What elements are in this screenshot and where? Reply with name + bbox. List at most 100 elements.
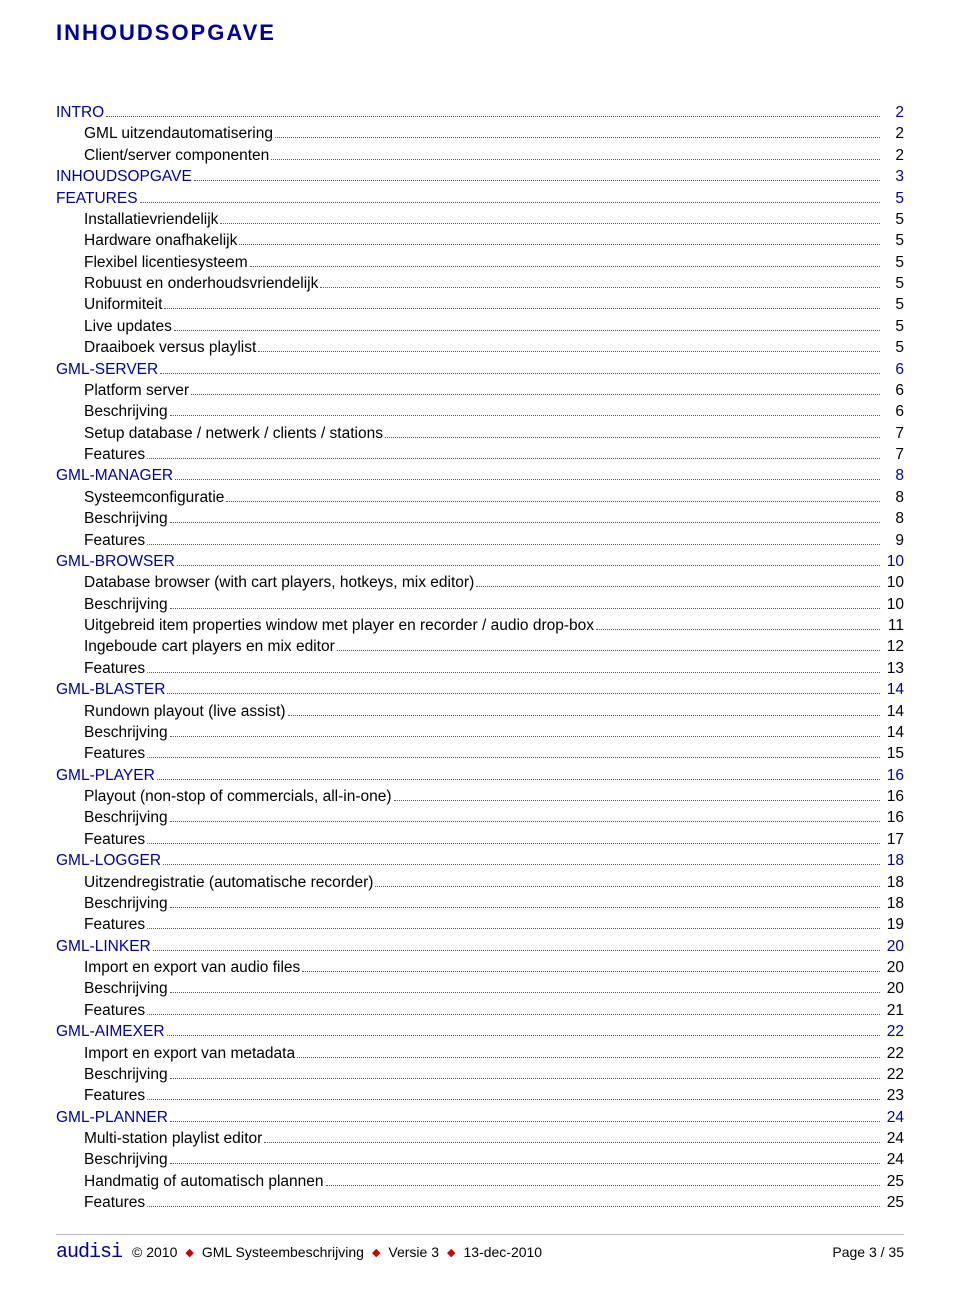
page-title: INHOUDSOPGAVE xyxy=(56,20,904,46)
toc-label: Rundown playout (live assist) xyxy=(84,701,286,722)
toc-entry[interactable]: Robuust en onderhoudsvriendelijk5 xyxy=(56,273,904,294)
toc-entry[interactable]: Features23 xyxy=(56,1085,904,1106)
toc-label: Live updates xyxy=(84,316,172,337)
toc-entry[interactable]: Beschrijving 18 xyxy=(56,893,904,914)
toc-entry[interactable]: GML uitzendautomatisering2 xyxy=(56,123,904,144)
toc-leader-dots xyxy=(157,769,880,780)
toc-entry[interactable]: Installatievriendelijk5 xyxy=(56,209,904,230)
toc-label: Draaiboek versus playlist xyxy=(84,337,256,358)
toc-entry[interactable]: GML-SERVER 6 xyxy=(56,359,904,380)
toc-entry[interactable]: Beschrijving24 xyxy=(56,1149,904,1170)
toc-entry[interactable]: Beschrijving20 xyxy=(56,978,904,999)
toc-leader-dots xyxy=(271,149,880,160)
toc-entry[interactable]: Beschrijving14 xyxy=(56,722,904,743)
toc-leader-dots xyxy=(140,192,880,203)
toc-page: 5 xyxy=(882,252,904,273)
toc-entry[interactable]: Handmatig of automatisch plannen25 xyxy=(56,1171,904,1192)
toc-leader-dots xyxy=(170,512,880,523)
toc-leader-dots xyxy=(174,320,880,331)
toc-entry[interactable]: Features17 xyxy=(56,829,904,850)
toc-entry[interactable]: Flexibel licentiesysteem 5 xyxy=(56,252,904,273)
toc-label: Features xyxy=(84,658,145,679)
toc-label: Beschrijving xyxy=(84,807,168,828)
toc-entry[interactable]: Features15 xyxy=(56,743,904,764)
toc-entry[interactable]: Features9 xyxy=(56,530,904,551)
toc-label: Database browser (with cart players, hot… xyxy=(84,572,474,593)
toc-entry[interactable]: GML-AIMEXER22 xyxy=(56,1021,904,1042)
toc-entry[interactable]: Live updates5 xyxy=(56,316,904,337)
toc-leader-dots xyxy=(147,747,880,758)
toc-entry[interactable]: Uitgebreid item properties window met pl… xyxy=(56,615,904,636)
toc-entry[interactable]: GML-PLANNER 24 xyxy=(56,1107,904,1128)
toc-label: GML-PLANNER xyxy=(56,1107,168,1128)
toc-label: GML-SERVER xyxy=(56,359,158,380)
toc-entry[interactable]: Playout (non-stop of commercials, all-in… xyxy=(56,786,904,807)
toc-page: 2 xyxy=(882,102,904,123)
toc-label: Features xyxy=(84,829,145,850)
toc-entry[interactable]: Setup database / netwerk / clients / sta… xyxy=(56,423,904,444)
toc-entry[interactable]: INTRO2 xyxy=(56,102,904,123)
toc-entry[interactable]: Features21 xyxy=(56,1000,904,1021)
toc-entry[interactable]: Import en export van audio files20 xyxy=(56,957,904,978)
toc-page: 5 xyxy=(882,209,904,230)
toc-page: 18 xyxy=(882,893,904,914)
toc-entry[interactable]: FEATURES5 xyxy=(56,188,904,209)
toc-page: 6 xyxy=(882,359,904,380)
toc-entry[interactable]: Platform server6 xyxy=(56,380,904,401)
toc-entry[interactable]: Draaiboek versus playlist5 xyxy=(56,337,904,358)
toc-entry[interactable]: Database browser (with cart players, hot… xyxy=(56,572,904,593)
toc-page: 3 xyxy=(882,166,904,187)
toc-entry[interactable]: Features25 xyxy=(56,1192,904,1213)
toc-page: 21 xyxy=(882,1000,904,1021)
toc-label: Features xyxy=(84,1192,145,1213)
toc-page: 6 xyxy=(882,380,904,401)
toc-label: Beschrijving xyxy=(84,893,168,914)
toc-entry[interactable]: GML-PLAYER16 xyxy=(56,765,904,786)
toc-entry[interactable]: Import en export van metadata22 xyxy=(56,1043,904,1064)
toc-page: 18 xyxy=(882,850,904,871)
toc-label: Flexibel licentiesysteem xyxy=(84,252,248,273)
toc-label: Playout (non-stop of commercials, all-in… xyxy=(84,786,392,807)
toc-page: 18 xyxy=(882,872,904,893)
toc-entry[interactable]: GML-MANAGER8 xyxy=(56,465,904,486)
toc-entry[interactable]: Beschrijving22 xyxy=(56,1064,904,1085)
toc-entry[interactable]: Rundown playout (live assist)14 xyxy=(56,701,904,722)
toc-leader-dots xyxy=(191,384,880,395)
toc-label: Features xyxy=(84,530,145,551)
toc-entry[interactable]: Features19 xyxy=(56,914,904,935)
toc-entry[interactable]: Uniformiteit5 xyxy=(56,294,904,315)
toc-page: 8 xyxy=(882,465,904,486)
toc-page: 6 xyxy=(882,401,904,422)
toc-entry[interactable]: Beschrijving8 xyxy=(56,508,904,529)
toc-page: 24 xyxy=(882,1128,904,1149)
toc-entry[interactable]: Beschrijving16 xyxy=(56,807,904,828)
toc-entry[interactable]: GML-LOGGER 18 xyxy=(56,850,904,871)
toc-entry[interactable]: Beschrijving10 xyxy=(56,594,904,615)
toc-entry[interactable]: Hardware onafhakelijk5 xyxy=(56,230,904,251)
toc-entry[interactable]: Uitzendregistratie (automatische recorde… xyxy=(56,872,904,893)
toc-entry[interactable]: Client/server componenten2 xyxy=(56,145,904,166)
toc-leader-dots xyxy=(147,1089,880,1100)
footer-date: 13-dec-2010 xyxy=(463,1244,542,1260)
toc-entry[interactable]: Multi-station playlist editor24 xyxy=(56,1128,904,1149)
toc-entry[interactable]: GML-BROWSER10 xyxy=(56,551,904,572)
toc-entry[interactable]: Features13 xyxy=(56,658,904,679)
toc-leader-dots xyxy=(170,983,880,994)
toc-label: Features xyxy=(84,743,145,764)
toc-leader-dots xyxy=(170,598,880,609)
toc-page: 14 xyxy=(882,722,904,743)
toc-entry[interactable]: Ingeboude cart players en mix editor12 xyxy=(56,636,904,657)
diamond-icon: ◆ xyxy=(370,1246,382,1259)
toc-label: Features xyxy=(84,914,145,935)
table-of-contents: INTRO2GML uitzendautomatisering2Client/s… xyxy=(56,102,904,1214)
toc-entry[interactable]: GML-LINKER20 xyxy=(56,936,904,957)
toc-leader-dots xyxy=(147,833,880,844)
toc-entry[interactable]: GML-BLASTER14 xyxy=(56,679,904,700)
toc-entry[interactable]: Beschrijving6 xyxy=(56,401,904,422)
toc-entry[interactable]: Systeemconfiguratie8 xyxy=(56,487,904,508)
toc-page: 24 xyxy=(882,1107,904,1128)
toc-entry[interactable]: Features7 xyxy=(56,444,904,465)
toc-label: Beschrijving xyxy=(84,978,168,999)
toc-entry[interactable]: INHOUDSOPGAVE3 xyxy=(56,166,904,187)
toc-label: GML-LOGGER xyxy=(56,850,161,871)
